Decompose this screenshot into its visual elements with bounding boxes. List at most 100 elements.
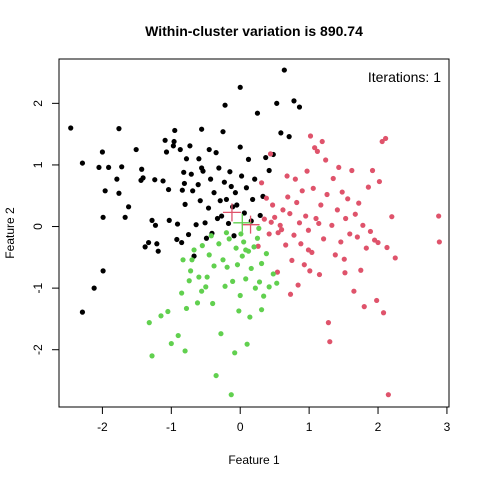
data-point: [237, 84, 243, 90]
data-point: [363, 245, 369, 251]
data-point: [179, 239, 185, 246]
data-point: [296, 220, 303, 226]
data-point: [267, 151, 274, 157]
data-point: [185, 231, 192, 238]
data-point: [257, 212, 263, 219]
data-point: [99, 149, 106, 155]
y-tick-label: 1: [31, 161, 45, 168]
data-point: [216, 241, 222, 247]
y-axis: -2 -1 0 1 2: [31, 100, 60, 355]
data-point: [191, 247, 197, 253]
data-point: [334, 207, 340, 213]
data-point: [301, 262, 307, 268]
data-point: [180, 257, 186, 263]
y-tick-label: -1: [31, 282, 45, 293]
x-tick-label: -1: [166, 420, 177, 434]
data-point: [379, 138, 385, 145]
data-point: [199, 288, 205, 294]
data-point: [142, 244, 148, 250]
data-point: [252, 176, 258, 182]
centroid-marker: [241, 215, 260, 234]
data-point: [243, 276, 249, 282]
data-point: [255, 243, 261, 249]
data-point: [227, 169, 233, 175]
data-point: [149, 217, 155, 223]
data-point: [174, 236, 180, 243]
data-point: [312, 145, 318, 151]
data-point: [223, 196, 230, 203]
data-point: [239, 253, 245, 259]
data-point: [307, 133, 314, 139]
data-point: [307, 268, 313, 274]
data-point: [199, 126, 205, 132]
data-point: [283, 242, 289, 248]
data-point: [219, 213, 225, 219]
data-point: [188, 268, 194, 274]
data-point: [210, 300, 216, 307]
data-point: [245, 156, 252, 162]
data-point: [165, 186, 172, 193]
data-point: [91, 285, 97, 291]
data-point: [369, 167, 376, 174]
data-point: [383, 135, 389, 142]
data-point: [122, 214, 128, 220]
data-point: [100, 268, 106, 274]
data-points: [68, 67, 442, 398]
data-point: [298, 241, 304, 247]
data-point: [303, 213, 309, 219]
data-point: [345, 196, 351, 202]
data-point: [204, 274, 210, 280]
data-point: [389, 214, 395, 220]
data-point: [233, 245, 239, 251]
data-point: [241, 239, 247, 245]
data-point: [305, 227, 312, 233]
data-point: [68, 125, 74, 131]
data-point: [116, 190, 122, 196]
data-point: [280, 207, 286, 213]
data-point: [360, 222, 366, 228]
data-point: [196, 156, 202, 162]
data-point: [155, 248, 161, 254]
data-point: [343, 215, 349, 222]
data-point: [310, 185, 316, 191]
y-tick-label: 2: [31, 100, 45, 107]
data-point: [165, 308, 171, 315]
data-point: [119, 164, 125, 170]
data-point: [172, 127, 178, 134]
data-point: [139, 166, 145, 172]
data-point: [79, 309, 86, 315]
data-point: [175, 332, 181, 339]
data-point: [384, 244, 390, 251]
data-point: [195, 182, 201, 188]
data-point: [181, 169, 187, 175]
data-point: [234, 202, 240, 208]
data-point: [168, 340, 174, 347]
data-point: [314, 148, 320, 154]
data-point: [232, 350, 238, 356]
data-point: [182, 348, 188, 354]
data-point: [299, 188, 305, 194]
data-point: [196, 274, 202, 280]
data-point: [96, 164, 102, 171]
data-point: [258, 260, 265, 267]
centroid-marker: [233, 213, 252, 232]
data-point: [358, 267, 364, 273]
data-point: [313, 215, 319, 222]
data-point: [436, 213, 442, 219]
data-point: [354, 234, 360, 240]
data-point: [183, 305, 190, 312]
data-point: [133, 146, 139, 153]
chart-title: Within-cluster variation is 890.74: [145, 23, 363, 39]
data-point: [223, 230, 230, 236]
data-point: [247, 314, 253, 320]
x-tick-label: -2: [97, 420, 108, 434]
data-point: [287, 291, 294, 297]
data-point: [258, 180, 265, 186]
data-point: [296, 104, 303, 110]
data-point: [332, 252, 338, 258]
data-point: [187, 143, 193, 149]
data-point: [376, 178, 383, 185]
data-point: [316, 271, 323, 278]
data-point: [217, 198, 223, 204]
